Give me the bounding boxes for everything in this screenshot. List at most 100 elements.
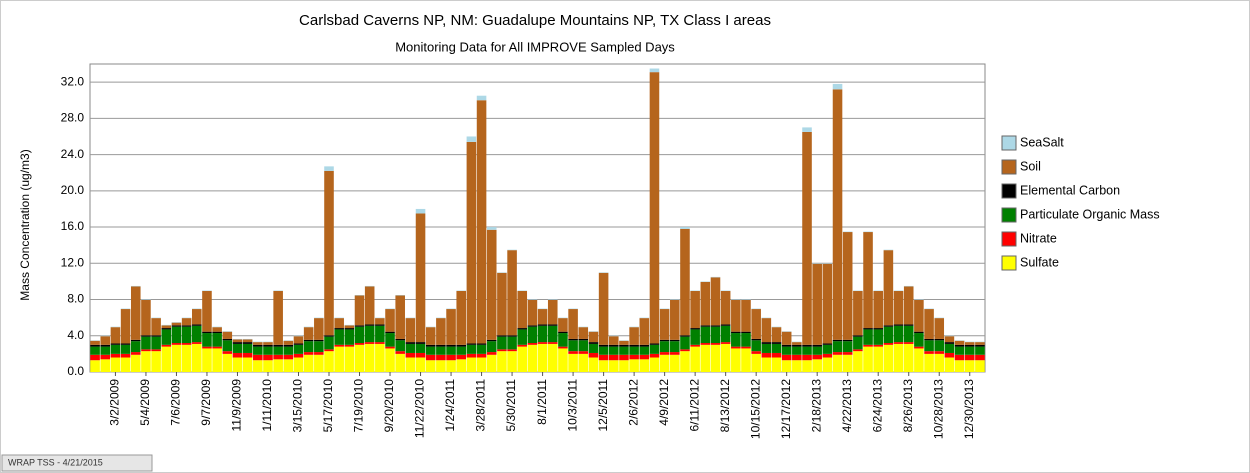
bar-segment (354, 326, 365, 344)
bar-segment (395, 338, 405, 341)
bar-segment (405, 357, 416, 372)
bar-segment (853, 349, 863, 352)
bar-segment (141, 349, 151, 352)
bar-segment (883, 326, 894, 344)
bar-segment (944, 336, 955, 343)
bar-segment (944, 357, 955, 372)
bar-segment (446, 354, 456, 361)
bar-segment (497, 336, 507, 350)
bar-segment (629, 327, 639, 345)
bar-segment (527, 343, 538, 345)
bar-segment (527, 326, 538, 344)
bar-segment (741, 299, 751, 332)
bar-segment (914, 331, 924, 334)
bar-segment (334, 328, 344, 330)
bar-segment (964, 346, 975, 355)
bar-segment (466, 136, 477, 142)
bar-segment (568, 338, 578, 341)
bar-segment (659, 339, 670, 342)
bar-segment (293, 336, 304, 344)
bar-segment (293, 343, 304, 345)
bar-segment (181, 326, 192, 344)
bar-segment (283, 340, 294, 345)
bar-segment (436, 346, 446, 355)
bar-segment (222, 338, 233, 341)
bar-segment (334, 329, 344, 345)
bar-segment (486, 354, 497, 372)
bar-segment (415, 352, 426, 358)
bar-segment (934, 338, 945, 341)
legend-label: SeaSalt (1020, 135, 1064, 149)
bar-segment (863, 328, 873, 330)
bar-segment (151, 351, 161, 372)
x-tick-label: 4/22/2013 (840, 379, 854, 433)
bar-segment (934, 351, 945, 354)
bar-segment (608, 344, 619, 347)
bar-segment (771, 357, 782, 372)
bar-segment (629, 344, 639, 347)
bar-segment (263, 342, 273, 345)
bar-segment (324, 170, 334, 336)
bar-segment (619, 340, 629, 345)
bar-segment (873, 344, 883, 347)
bar-segment (497, 335, 507, 337)
bar-segment (863, 329, 873, 345)
bar-segment (924, 351, 934, 354)
bar-segment (588, 342, 599, 344)
bar-segment (629, 354, 639, 360)
bar-segment (598, 360, 609, 372)
bar-segment (456, 290, 467, 345)
bar-segment (161, 325, 172, 329)
bar-segment (517, 290, 528, 329)
bar-segment (314, 339, 324, 342)
bar-segment (934, 353, 945, 372)
bar-segment (314, 341, 324, 353)
bar-segment (90, 346, 100, 355)
bar-segment (303, 354, 314, 372)
y-tick-label: 28.0 (61, 111, 85, 125)
bar-segment (537, 309, 548, 325)
bar-segment (242, 339, 253, 343)
bar-segment (914, 299, 924, 332)
bar-segment (700, 326, 711, 344)
bar-segment (283, 354, 294, 360)
bar-segment (476, 357, 487, 372)
bar-segment (202, 290, 212, 332)
bar-segment (314, 352, 324, 355)
bar-segment (446, 309, 456, 345)
bar-segment (720, 343, 731, 372)
x-tick-label: 5/30/2011 (504, 379, 518, 432)
bar-segment (303, 341, 314, 353)
bar-segment (507, 349, 517, 352)
bar-segment (212, 331, 222, 334)
x-tick-label: 9/7/2009 (199, 379, 213, 426)
bar-segment (476, 95, 487, 101)
bar-segment (456, 344, 467, 347)
y-tick-label: 12.0 (61, 255, 85, 269)
bar-segment (436, 354, 446, 361)
bar-segment (456, 354, 467, 360)
bar-segment (415, 213, 426, 343)
bar-segment (242, 342, 253, 344)
x-tick-label: 11/22/2010 (413, 379, 427, 438)
bar-segment (792, 344, 802, 347)
bar-segment (375, 318, 385, 325)
bar-segment (151, 336, 161, 350)
bar-segment (547, 324, 558, 326)
bar-segment (507, 336, 517, 350)
bar-segment (222, 331, 233, 339)
bar-segment (975, 344, 985, 347)
bar-segment (812, 359, 822, 372)
bar-segment (151, 349, 161, 352)
bar-segment (975, 346, 985, 355)
bar-segment (883, 344, 894, 372)
bar-segment (385, 333, 395, 347)
bar-segment (873, 328, 883, 330)
bar-segment (659, 352, 670, 355)
bar-segment (497, 349, 507, 352)
bar-segment (781, 354, 792, 361)
bar-segment (802, 127, 812, 132)
bar-segment (863, 232, 873, 329)
bar-segment (598, 344, 609, 347)
bar-segment (720, 324, 731, 326)
